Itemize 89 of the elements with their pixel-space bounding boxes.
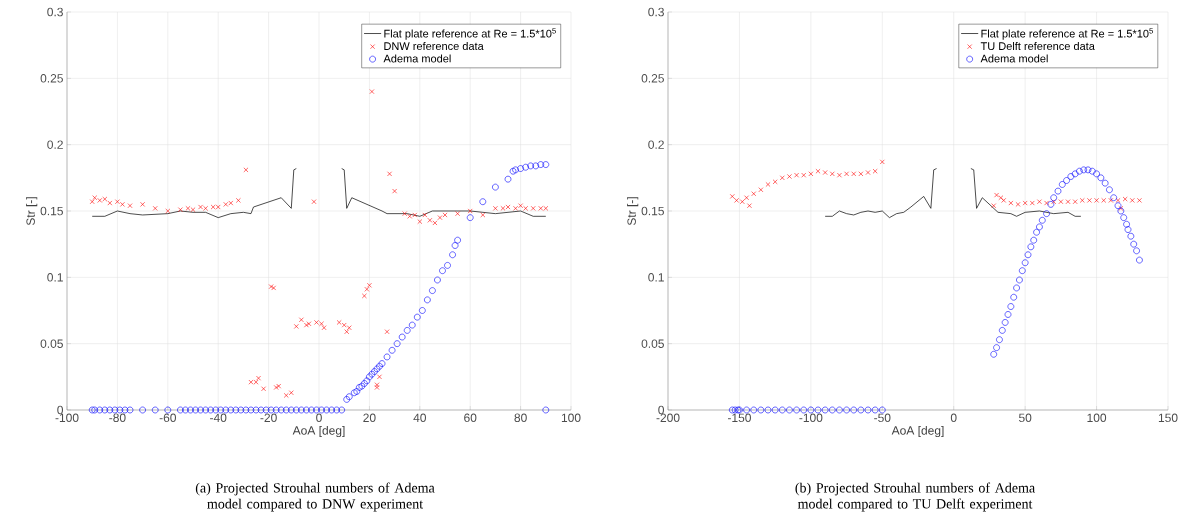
y-tick-label: 0.05 xyxy=(40,339,63,348)
y-tick-label: 0.1 xyxy=(47,273,63,282)
point xyxy=(1115,197,1121,203)
y-tick-label: 0.15 xyxy=(641,206,664,216)
point xyxy=(772,179,778,185)
x-tick-label: -100 xyxy=(799,413,823,423)
point xyxy=(994,192,999,198)
legend-label: Flat plate reference at Re = 1.5*10$^{5}$ xyxy=(981,28,1153,40)
point xyxy=(1044,200,1049,206)
point xyxy=(858,171,864,177)
point xyxy=(1122,196,1128,202)
point xyxy=(1087,197,1092,203)
point xyxy=(1029,200,1035,206)
point xyxy=(1101,197,1107,203)
x-tick-label: 100 xyxy=(561,413,581,423)
y-tick-label: 0.2 xyxy=(47,140,63,149)
point xyxy=(744,195,749,201)
point xyxy=(729,193,735,199)
legend-label: Adema model xyxy=(980,54,1048,63)
point xyxy=(1079,197,1085,203)
legend-label: Adema model xyxy=(383,54,451,63)
y-tick-label: 0 xyxy=(57,405,64,415)
legend-label: Flat plate reference at Re = 1.5*10$^{5}$ xyxy=(384,28,556,40)
point xyxy=(822,170,828,175)
point xyxy=(765,182,771,187)
point xyxy=(1008,200,1014,206)
x-tick-label: -80 xyxy=(109,413,126,423)
point xyxy=(872,168,878,174)
point xyxy=(879,159,885,165)
point xyxy=(1137,197,1142,203)
point xyxy=(1065,199,1071,205)
point xyxy=(837,172,842,178)
x-tick-label: -60 xyxy=(159,413,177,423)
text: (a) Projected Strouhal numbers of Adema model compared to DNW experiment xyxy=(195,482,435,512)
x-tick-label: 80 xyxy=(514,413,527,423)
x-axis-title: AoA [deg] xyxy=(292,425,345,438)
point xyxy=(865,170,871,175)
x-tick-label: -20 xyxy=(260,413,277,423)
point xyxy=(758,187,764,193)
point xyxy=(1037,199,1042,205)
x-tick-label: -200 xyxy=(656,413,680,423)
point xyxy=(801,172,807,178)
y-tick-label: 0.05 xyxy=(641,339,664,348)
point xyxy=(794,172,799,178)
x-tick-label: -50 xyxy=(874,413,891,423)
legend-label: DNW reference data xyxy=(384,41,484,50)
x-tick-label: -150 xyxy=(727,413,751,423)
point xyxy=(1094,197,1099,203)
point xyxy=(991,203,997,209)
x-tick-label: -100 xyxy=(55,413,79,423)
y-tick-label: 0.25 xyxy=(641,74,664,83)
point xyxy=(779,175,785,181)
point xyxy=(1058,199,1064,205)
point xyxy=(1072,199,1078,205)
x-tick-label: 0 xyxy=(950,413,957,423)
point xyxy=(1022,200,1028,206)
point xyxy=(751,191,757,197)
point xyxy=(844,171,849,177)
x-tick-label: -40 xyxy=(210,413,227,423)
point xyxy=(998,195,1004,201)
x-tick-label: 0 xyxy=(316,413,322,423)
point xyxy=(1001,197,1007,203)
x-tick-label: 150 xyxy=(1158,413,1178,423)
point xyxy=(787,174,792,179)
legend-label: TU Delft reference data xyxy=(980,41,1095,50)
x-axis-title: AoA [deg] xyxy=(891,425,944,438)
text: (b) Projected Strouhal numbers of Adema model compared to TU Delft experiment xyxy=(795,482,1035,512)
point xyxy=(1118,205,1124,211)
y-tick-label: 0.3 xyxy=(47,7,63,17)
point xyxy=(851,171,857,177)
y-tick-label: 0.3 xyxy=(648,7,664,17)
y-tick-label: 0.1 xyxy=(648,273,664,282)
point xyxy=(808,171,814,177)
x-tick-label: 100 xyxy=(1087,413,1107,423)
y-axis-title: Str [-] xyxy=(627,197,639,226)
point xyxy=(815,168,821,174)
point xyxy=(747,203,752,209)
x-tick-label: 60 xyxy=(464,413,477,423)
x-tick-label: 50 xyxy=(1018,413,1032,423)
y-tick-label: 0 xyxy=(658,405,665,415)
y-tick-label: 0.25 xyxy=(40,74,63,83)
y-axis-title: Str [-] xyxy=(26,197,38,226)
x-tick-label: 20 xyxy=(363,413,376,423)
y-tick-label: 0.15 xyxy=(40,206,63,216)
point xyxy=(829,171,835,177)
x-tick-label: 40 xyxy=(413,413,427,423)
point xyxy=(1015,201,1021,207)
y-tick-label: 0.2 xyxy=(648,140,664,149)
point xyxy=(1129,197,1135,203)
